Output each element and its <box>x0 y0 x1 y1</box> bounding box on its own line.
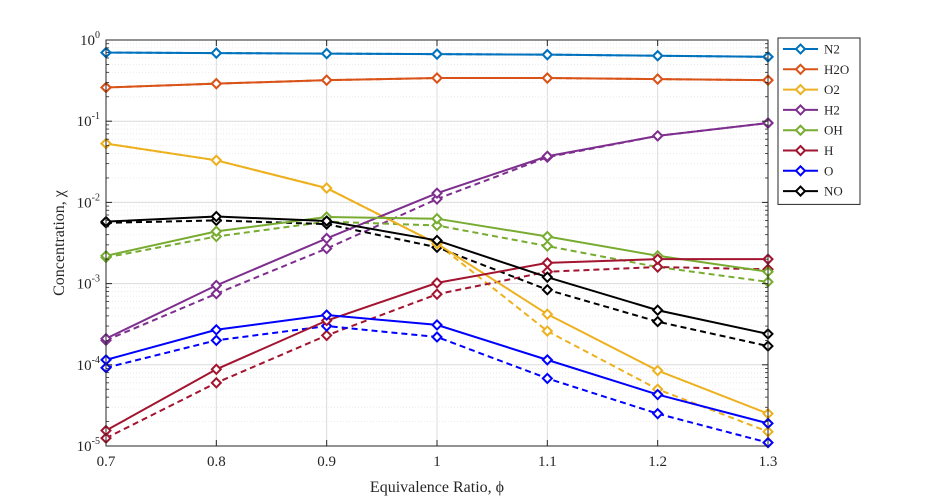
data-point-o <box>431 331 443 343</box>
data-point-h2 <box>210 279 223 292</box>
data-point-h2 <box>320 232 333 245</box>
legend-item-o2: O2 <box>783 82 840 97</box>
x-tick-label: 0.9 <box>317 454 336 470</box>
legend-marker <box>794 144 807 157</box>
y-tick-label: 10-5 <box>77 436 100 455</box>
data-point-h <box>210 363 223 376</box>
legend-marker <box>794 83 807 96</box>
legend-label: N2 <box>824 42 840 57</box>
data-point-oh <box>431 212 443 225</box>
data-point-h <box>431 288 443 301</box>
x-tick-label: 1 <box>433 454 441 470</box>
data-point-h2o <box>431 72 443 84</box>
y-axis-label: Concentration, χ <box>51 189 68 296</box>
x-tick-label: 0.7 <box>97 454 116 470</box>
data-point-n2 <box>210 47 223 59</box>
data-point-o2 <box>541 325 554 338</box>
data-point-no <box>210 210 223 223</box>
legend-item-n2: N2 <box>783 42 840 57</box>
data-point-o <box>651 388 664 401</box>
legend-label: O2 <box>824 82 840 97</box>
data-point-n2 <box>320 47 333 60</box>
data-point-o2 <box>320 182 333 195</box>
data-point-h2 <box>541 150 554 163</box>
y-tick-label: 10-2 <box>77 192 100 211</box>
x-tick-label: 1.3 <box>759 454 778 470</box>
series-h2-solid <box>100 117 774 345</box>
series-no-solid <box>100 210 774 340</box>
legend-marker <box>794 124 807 137</box>
legend-item-h2o: H2O <box>783 62 849 77</box>
x-axis-label: Equivalence Ratio, ϕ <box>370 479 504 496</box>
legend-item-no: NO <box>783 184 843 199</box>
data-point-h <box>210 376 223 389</box>
legend-marker <box>794 164 807 177</box>
data-point-n2 <box>431 48 443 61</box>
data-point-o2 <box>541 308 554 321</box>
legend-item-oh: OH <box>783 123 843 138</box>
data-point-h <box>541 256 554 269</box>
legend-label: O <box>824 163 833 178</box>
data-point-no <box>431 234 443 247</box>
data-point-no <box>651 315 664 328</box>
legend-marker <box>794 63 807 76</box>
data-point-no <box>320 215 333 227</box>
data-point-h <box>651 261 664 273</box>
data-point-h <box>651 253 664 266</box>
legend-label: H <box>824 143 833 158</box>
legend-item-h2: H2 <box>783 102 840 117</box>
data-point-no <box>541 283 554 296</box>
data-point-h2 <box>210 287 223 300</box>
data-point-o2 <box>210 154 223 167</box>
x-tick-label: 0.8 <box>207 454 226 470</box>
legend-box <box>777 37 861 205</box>
x-tick-label: 1.1 <box>538 454 557 470</box>
y-tick-label: 10-1 <box>77 111 100 130</box>
legend-item-h: H <box>783 143 833 158</box>
data-point-h2o <box>651 73 664 86</box>
legend: N2 H2O O2 H2 OH HO NO <box>777 37 861 205</box>
legend-marker <box>794 103 807 116</box>
y-tick-label: 10-3 <box>77 274 100 293</box>
data-point-oh <box>210 225 223 238</box>
series-o-dashed <box>100 320 774 449</box>
legend-label: H2O <box>824 62 849 77</box>
data-point-h <box>431 276 443 289</box>
data-point-o <box>541 372 554 385</box>
data-point-no <box>541 271 554 284</box>
series-n2-solid <box>100 46 774 63</box>
data-point-h <box>320 329 333 342</box>
data-point-n2 <box>651 49 664 62</box>
legend-label: NO <box>824 184 843 199</box>
legend-label: H2 <box>824 102 840 117</box>
data-point-h2 <box>431 187 443 200</box>
data-point-o <box>651 407 664 420</box>
y-tick-label: 10-4 <box>77 355 100 374</box>
data-point-h2 <box>320 242 333 255</box>
data-point-oh <box>541 240 554 252</box>
data-point-h2o <box>210 77 223 90</box>
data-point-o <box>541 353 554 366</box>
legend-label: OH <box>824 123 843 138</box>
data-point-h2 <box>651 129 664 142</box>
data-point-o2 <box>651 364 664 377</box>
y-tick-label: 100 <box>80 30 100 49</box>
data-point-oh <box>431 219 443 232</box>
data-point-no <box>651 304 664 317</box>
data-point-h2o <box>320 74 333 87</box>
data-point-o <box>210 334 223 347</box>
data-point-oh <box>541 230 554 243</box>
x-tick-label: 1.2 <box>648 454 667 470</box>
legend-marker <box>794 43 807 55</box>
legend-item-o: O <box>783 163 833 178</box>
legend-marker <box>794 185 807 198</box>
data-point-n2 <box>541 48 554 61</box>
data-point-o <box>431 318 443 331</box>
data-point-h2o <box>541 72 554 84</box>
axis-ticks: 0.7 0.8 0.9 1 1.1 1.2 1.3 10-5 10-4 10-3 10-2 10-1 1… <box>77 30 778 470</box>
data-point-o <box>320 309 333 321</box>
data-point-o <box>210 323 223 336</box>
